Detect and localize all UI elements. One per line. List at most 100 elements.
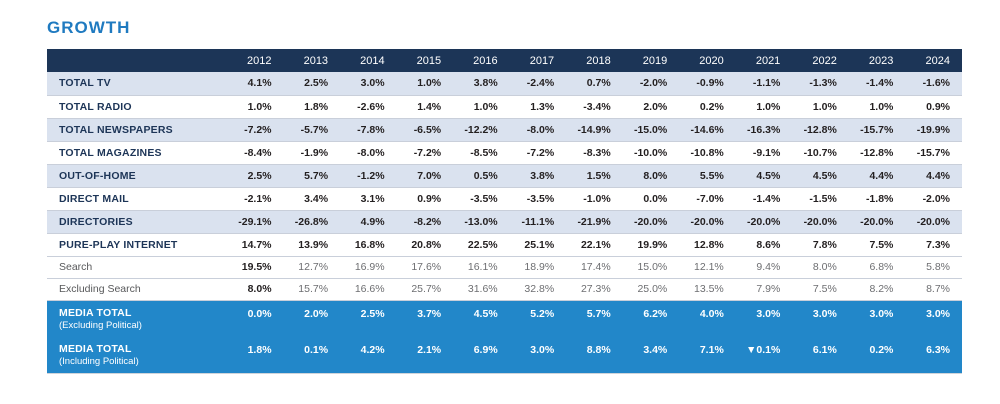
- value-cell: 2.0%: [622, 95, 680, 119]
- value-cell: -2.0%: [622, 72, 680, 96]
- value-cell: -2.4%: [509, 72, 567, 96]
- value-cell: -8.3%: [566, 141, 623, 165]
- value-cell: 0.1%: [283, 336, 341, 374]
- value-cell: -15.7%: [905, 141, 962, 165]
- row-label: Search: [47, 256, 227, 279]
- value-cell: 16.8%: [340, 233, 397, 257]
- value-cell: -9.1%: [735, 141, 793, 165]
- table-header-row: 2012 2013 2014 2015 2016 2017 2018 2019 2020 2021…: [47, 49, 962, 72]
- value-cell: 4.9%: [340, 210, 397, 234]
- value-cell: 1.0%: [227, 95, 284, 119]
- value-cell: 8.2%: [848, 278, 906, 301]
- value-cell: 0.5%: [453, 164, 510, 188]
- value-cell: -1.8%: [848, 187, 906, 211]
- value-cell: -1.2%: [340, 164, 397, 188]
- value-cell: 0.9%: [905, 95, 962, 119]
- value-cell: 3.0%: [735, 300, 793, 337]
- value-cell: 7.9%: [735, 278, 793, 301]
- row-label: Excluding Search: [47, 278, 227, 301]
- value-cell: 0.0%: [622, 187, 680, 211]
- value-cell: 2.5%: [227, 164, 284, 188]
- row-label-line2: (Excluding Political): [59, 319, 142, 331]
- value-cell: -15.7%: [848, 118, 906, 142]
- value-cell: -2.6%: [340, 95, 397, 119]
- column-header-year: 2023: [848, 49, 906, 72]
- value-cell: -11.1%: [509, 210, 567, 234]
- value-cell: -26.8%: [283, 210, 341, 234]
- table-row: TOTAL NEWSPAPERS -7.2% -5.7% -7.8% -6.5% -12.…: [47, 118, 962, 142]
- value-cell: 6.1%: [792, 336, 849, 374]
- value-cell: -7.8%: [340, 118, 397, 142]
- value-cell: 27.3%: [566, 278, 623, 301]
- value-cell: 0.2%: [848, 336, 906, 374]
- table-row: TOTAL MAGAZINES -8.4% -1.9% -8.0% -7.2% -8.5%…: [47, 141, 962, 165]
- value-cell: 7.5%: [792, 278, 849, 301]
- value-cell: 1.8%: [227, 336, 284, 374]
- value-cell: 5.2%: [509, 300, 567, 337]
- value-cell: 12.8%: [679, 233, 736, 257]
- value-cell: 9.4%: [735, 256, 793, 279]
- value-cell: -20.0%: [905, 210, 962, 234]
- column-header-year: 2019: [622, 49, 680, 72]
- value-cell: -13.0%: [453, 210, 510, 234]
- value-cell: 19.5%: [227, 256, 284, 279]
- value-cell: 4.4%: [905, 164, 962, 188]
- value-cell: -16.3%: [735, 118, 793, 142]
- header-corner-cell: [47, 49, 227, 72]
- value-cell: 4.5%: [735, 164, 793, 188]
- value-cell: -20.0%: [622, 210, 680, 234]
- row-label: MEDIA TOTAL (Including Political): [47, 336, 227, 374]
- value-cell: 12.7%: [283, 256, 341, 279]
- table-row: PURE-PLAY INTERNET 14.7% 13.9% 16.8% 20.8% 22…: [47, 233, 962, 257]
- value-cell: ▼0.1%: [735, 336, 793, 374]
- value-cell: 8.0%: [622, 164, 680, 188]
- column-header-year: 2017: [509, 49, 567, 72]
- value-cell: 7.0%: [396, 164, 454, 188]
- column-header-year: 2012: [227, 49, 284, 72]
- column-header-year: 2016: [453, 49, 510, 72]
- growth-table: 2012 2013 2014 2015 2016 2017 2018 2019 2020 2021…: [47, 49, 962, 374]
- value-cell: 4.1%: [227, 72, 284, 96]
- value-cell: 0.9%: [396, 187, 454, 211]
- table-row: DIRECT MAIL -2.1% 3.4% 3.1% 0.9% -3.5% -3.5% -1…: [47, 187, 962, 211]
- value-cell: -1.9%: [283, 141, 341, 165]
- value-cell: 1.0%: [396, 72, 454, 96]
- value-cell: -7.2%: [509, 141, 567, 165]
- row-label: DIRECTORIES: [47, 210, 227, 234]
- value-cell: 25.7%: [396, 278, 454, 301]
- value-cell: -8.2%: [396, 210, 454, 234]
- value-cell: -7.0%: [679, 187, 736, 211]
- value-cell: -6.5%: [396, 118, 454, 142]
- value-cell: 8.7%: [905, 278, 962, 301]
- column-header-year: 2013: [283, 49, 341, 72]
- value-cell: 3.8%: [453, 72, 510, 96]
- value-cell: 7.5%: [848, 233, 906, 257]
- value-cell: 22.5%: [453, 233, 510, 257]
- value-cell: 13.5%: [679, 278, 736, 301]
- page-title: GROWTH: [47, 18, 131, 37]
- value-cell: 4.5%: [792, 164, 849, 188]
- report-page: GROWTH 2012 2013 2014 2015 2016 2017 2018 2019 2…: [47, 18, 962, 374]
- value-cell: -10.8%: [679, 141, 736, 165]
- value-cell: -14.9%: [566, 118, 623, 142]
- value-cell: -10.0%: [622, 141, 680, 165]
- value-cell: -12.2%: [453, 118, 510, 142]
- column-header-year: 2015: [396, 49, 454, 72]
- row-label: MEDIA TOTAL (Excluding Political): [47, 300, 227, 337]
- value-cell: -20.0%: [848, 210, 906, 234]
- value-cell: 5.5%: [679, 164, 736, 188]
- column-header-year: 2024: [905, 49, 962, 72]
- value-cell: 16.6%: [340, 278, 397, 301]
- value-cell: -20.0%: [679, 210, 736, 234]
- value-cell: 4.2%: [340, 336, 397, 374]
- value-cell: -8.0%: [509, 118, 567, 142]
- value-cell: 5.7%: [566, 300, 623, 337]
- value-cell: 3.0%: [905, 300, 962, 337]
- value-cell: 3.7%: [396, 300, 454, 337]
- value-cell: 1.8%: [283, 95, 341, 119]
- value-cell: 32.8%: [509, 278, 567, 301]
- value-cell: -20.0%: [792, 210, 849, 234]
- value-cell: -19.9%: [905, 118, 962, 142]
- value-cell: 20.8%: [396, 233, 454, 257]
- value-cell: -2.0%: [905, 187, 962, 211]
